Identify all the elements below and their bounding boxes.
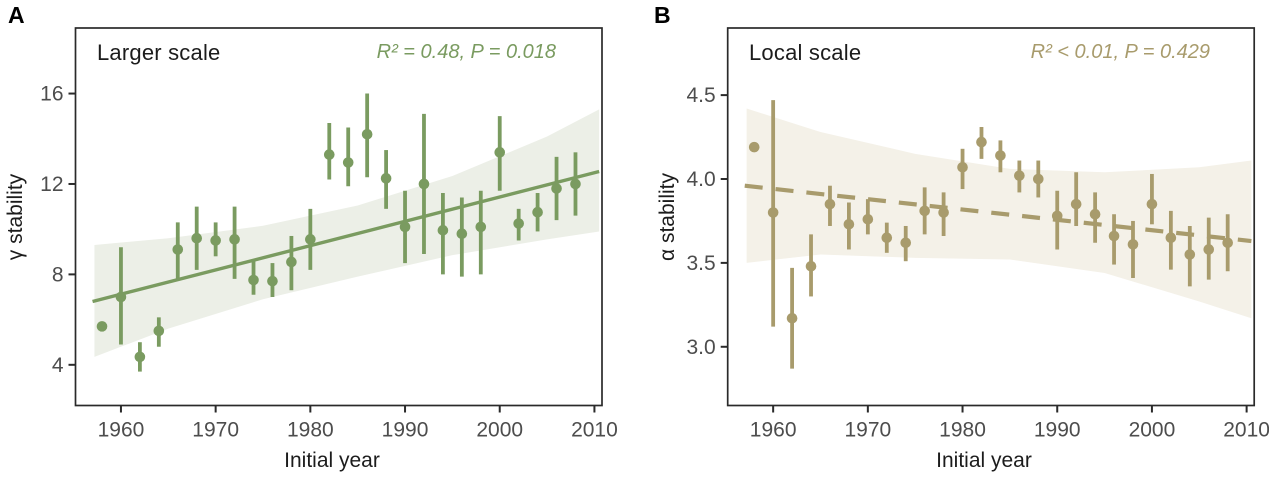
data-point xyxy=(976,136,987,148)
data-point xyxy=(418,178,430,190)
data-point xyxy=(96,321,108,332)
x-tick-label: 1980 xyxy=(939,419,986,442)
data-point xyxy=(475,221,487,233)
data-point xyxy=(1203,244,1215,255)
panel-b-regression-stats: R² < 0.01, P = 0.429 xyxy=(1030,41,1210,63)
data-point xyxy=(134,351,146,363)
data-point xyxy=(286,256,297,268)
x-tick-label: 1990 xyxy=(1034,419,1081,442)
y-tick-label: 4.5 xyxy=(686,84,715,107)
panel-b-x-axis-title: Initial year xyxy=(936,449,1032,472)
x-tick-label: 1960 xyxy=(98,419,145,442)
data-point xyxy=(1127,239,1139,250)
x-tick-label: 2000 xyxy=(1129,419,1176,442)
data-point xyxy=(786,312,798,324)
data-point xyxy=(1165,232,1177,244)
data-point xyxy=(229,234,240,245)
data-point xyxy=(172,244,184,255)
panel-a-regression-stats: R² = 0.48, P = 0.018 xyxy=(376,41,556,63)
data-point xyxy=(532,206,543,218)
data-point xyxy=(957,161,968,173)
data-point xyxy=(456,228,468,240)
data-point xyxy=(843,219,855,230)
data-point xyxy=(919,205,930,217)
plot-frame xyxy=(74,27,603,407)
data-point xyxy=(938,207,949,218)
panel-a-y-axis-title: γ stability xyxy=(4,173,27,261)
panel-a-x-axis-title: Initial year xyxy=(284,449,380,472)
data-point xyxy=(1184,249,1196,260)
data-point xyxy=(748,141,760,153)
data-point xyxy=(995,150,1006,161)
data-point xyxy=(570,178,581,190)
y-tick-label: 8 xyxy=(52,263,64,286)
data-point xyxy=(153,325,165,337)
data-point xyxy=(342,157,354,168)
y-tick-label: 3.0 xyxy=(686,336,715,359)
data-point xyxy=(824,198,836,210)
data-point xyxy=(513,218,524,229)
data-point xyxy=(1222,237,1233,249)
panel-b-title: Local scale xyxy=(749,40,862,65)
panel-b-label: B xyxy=(654,2,671,28)
x-tick-label: 2000 xyxy=(476,419,523,442)
data-point xyxy=(1032,173,1044,185)
data-point xyxy=(248,274,259,286)
data-point xyxy=(437,225,449,236)
x-tick-label: 2010 xyxy=(571,419,618,442)
x-tick-label: 1970 xyxy=(192,419,239,442)
x-tick-label: 1990 xyxy=(382,419,429,442)
data-point xyxy=(399,221,411,233)
data-point xyxy=(805,260,817,272)
data-point xyxy=(767,207,779,218)
y-tick-label: 12 xyxy=(40,173,63,196)
data-point xyxy=(305,234,316,245)
data-point xyxy=(881,232,893,244)
y-tick-label: 4 xyxy=(52,354,64,377)
data-point xyxy=(323,149,335,160)
data-point xyxy=(267,275,278,287)
trend-line xyxy=(92,169,600,304)
x-tick-label: 1960 xyxy=(750,419,797,442)
data-point xyxy=(1146,198,1158,210)
data-point xyxy=(361,128,373,140)
panel-a-label: A xyxy=(8,2,25,28)
panel-a-title: Larger scale xyxy=(97,40,221,65)
data-point xyxy=(862,213,874,225)
y-tick-label: 4.0 xyxy=(686,168,715,191)
confidence-band xyxy=(94,109,600,357)
y-tick-label: 16 xyxy=(40,83,63,106)
data-point xyxy=(191,232,203,244)
data-point xyxy=(380,173,392,184)
panel-b-y-axis-title: α stability xyxy=(656,173,679,261)
data-point xyxy=(1014,170,1025,181)
data-point xyxy=(115,291,127,303)
data-point xyxy=(900,237,912,249)
data-point xyxy=(210,235,221,246)
x-tick-label: 2010 xyxy=(1223,419,1269,442)
y-tick-label: 3.5 xyxy=(686,252,715,275)
x-tick-label: 1980 xyxy=(287,419,334,442)
data-point xyxy=(494,147,506,158)
x-tick-label: 1970 xyxy=(844,419,891,442)
data-point xyxy=(1089,208,1101,220)
data-point xyxy=(551,183,562,194)
data-point xyxy=(1108,230,1120,242)
trend-line xyxy=(744,183,1252,244)
data-point xyxy=(1051,210,1063,222)
data-point xyxy=(1070,198,1082,210)
plot-frame xyxy=(726,27,1256,407)
